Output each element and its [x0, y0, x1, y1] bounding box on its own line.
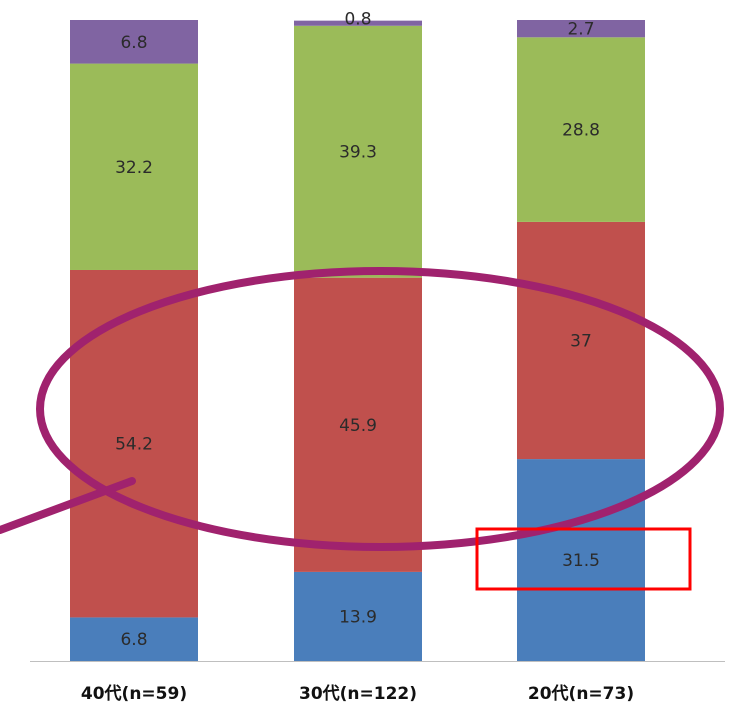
labels-layer: 6.8 54.2 32.2 6.8 13.9 45.9 39.3 0.8 31.5 37 28.8 2… — [115, 10, 600, 651]
bar-value-label: 32.2 — [115, 158, 153, 178]
category-labels-layer: 40代(n=59) 30代(n=122) 20代(n=73) — [81, 683, 634, 704]
category-label: 30代(n=122) — [299, 683, 417, 704]
bar-value-label: 0.8 — [344, 10, 371, 30]
bar-value-label: 37 — [570, 332, 592, 352]
bar-value-label: 6.8 — [120, 33, 147, 53]
bar-segment — [517, 37, 645, 222]
bar-value-label: 45.9 — [339, 416, 377, 436]
bar-segment — [70, 617, 198, 661]
pointer-line — [0, 477, 136, 534]
category-label: 40代(n=59) — [81, 683, 187, 704]
bars-layer — [70, 20, 645, 661]
bar-segment — [517, 459, 645, 661]
bar-value-label: 31.5 — [562, 551, 600, 571]
bar-segment — [294, 571, 422, 661]
bar-segment — [294, 20, 422, 26]
highlight-box — [475, 527, 692, 591]
bar-segment — [70, 20, 198, 64]
bar-segment — [70, 269, 198, 618]
bar-value-label: 2.7 — [567, 20, 594, 40]
bar-value-label: 28.8 — [562, 121, 600, 141]
bar-segment — [517, 221, 645, 460]
bar-segment — [294, 277, 422, 572]
bar-value-label: 6.8 — [120, 630, 147, 650]
annotation-layer — [0, 267, 724, 591]
bar-value-label: 39.3 — [339, 143, 377, 163]
category-label: 20代(n=73) — [528, 683, 634, 704]
bar-segment — [70, 63, 198, 270]
bar-segment — [294, 25, 422, 278]
bar-value-label: 54.2 — [115, 435, 153, 455]
bar-value-label: 13.9 — [339, 607, 377, 627]
bar-segment — [517, 20, 645, 38]
highlight-ellipse — [36, 267, 724, 551]
